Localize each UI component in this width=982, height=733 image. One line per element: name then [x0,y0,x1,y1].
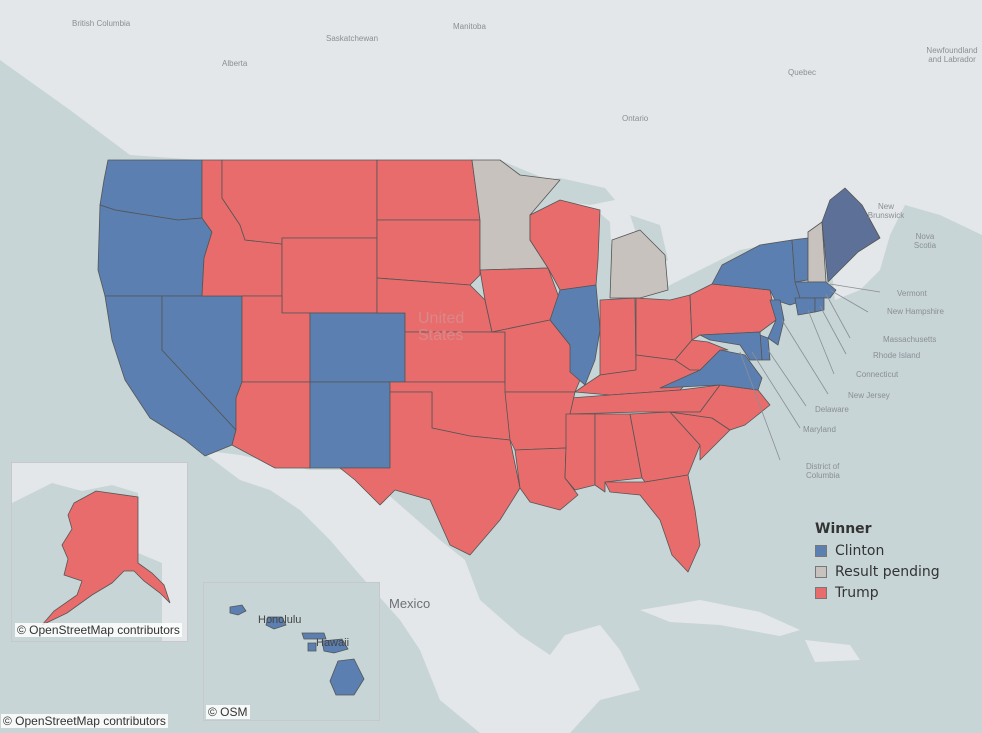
legend-title: Winner [815,521,872,537]
legend-swatch-trump [815,586,827,599]
lake-erie [660,278,712,305]
legend-label-pending: Result pending [835,563,940,580]
state-north-dakota [376,159,481,221]
island-oahu [265,616,287,630]
state-oregon [97,204,213,297]
island-molokai [301,632,327,640]
legend-item-pending[interactable]: Result pending [815,561,940,582]
callout-connecticut: Connecticut [856,370,899,379]
state-maine [821,187,881,283]
legend-item-clinton[interactable]: Clinton [815,540,940,561]
state-massachusetts [794,281,837,299]
label-mexico: Mexico [389,596,431,611]
state-south-dakota [376,219,481,286]
label-nova-scotia: Nova Scotia [913,232,937,250]
hawaii-attribution[interactable]: © OSM [206,705,250,719]
label-new-brunswick: New Brunswick [867,202,905,220]
callout-maryland: Maryland [803,425,836,434]
label-saskatchewan: Saskatchewan [326,34,379,43]
callout-delaware: Delaware [815,405,849,414]
label-newfoundland: Newfoundland and Labrador [926,46,978,64]
island-maui [321,638,349,654]
state-maryland [699,331,763,361]
state-rhode-island [814,297,825,313]
state-indiana [599,297,637,376]
hispaniola-landmass [805,640,860,662]
alaska-inset-map [12,463,187,641]
legend-label-trump: Trump [835,584,879,601]
alaska-attribution[interactable]: © OpenStreetMap contributors [15,623,182,637]
legend[interactable]: Winner Clinton Result pending Trump [815,521,940,603]
state-texas [339,391,521,556]
callout-dc: District of Columbia [806,462,840,480]
main-attribution[interactable]: © OpenStreetMap contributors [1,714,168,728]
hawaii-inset[interactable]: Honolulu Hawaii © OSM [203,582,380,721]
state-vermont [791,237,809,283]
callout-new-jersey: New Jersey [848,391,890,400]
label-ontario: Ontario [622,114,649,123]
label-alberta: Alberta [222,59,248,68]
state-new-jersey [767,299,785,346]
label-united-states: United States [418,310,465,344]
label-hawaii: Hawaii [316,637,350,649]
state-connecticut [794,297,816,316]
state-arizona [231,381,311,469]
state-alaska [41,490,171,626]
state-montana [221,159,378,245]
state-mississippi [564,413,596,491]
island-lanai [307,642,317,652]
island-hawaii [329,658,365,696]
state-michigan [609,229,669,299]
callout-massachusetts: Massachusetts [883,335,937,344]
state-new-mexico [309,381,391,469]
canada-landmass [0,0,982,300]
state-arkansas [504,391,576,451]
legend-swatch-pending [815,565,827,578]
legend-item-trump[interactable]: Trump [815,582,940,603]
state-colorado [309,312,406,383]
label-honolulu: Honolulu [258,614,302,626]
label-quebec: Quebec [788,68,817,77]
callout-new-hampshire: New Hampshire [887,307,944,316]
state-pennsylvania [689,283,777,341]
label-british-columbia: British Columbia [72,19,131,28]
legend-label-clinton: Clinton [835,542,885,559]
state-florida [604,474,701,573]
state-west-virginia [674,339,729,371]
label-manitoba: Manitoba [453,22,486,31]
cuba-landmass [640,600,800,636]
hawaii-inset-map [229,604,365,696]
alaska-inset[interactable]: © OpenStreetMap contributors [11,462,188,642]
legend-swatch-clinton [815,544,827,557]
island-kauai [229,604,247,616]
mexico-landmass [200,450,640,733]
callout-lines [739,283,881,461]
state-wyoming [281,237,378,314]
callout-rhode-island: Rhode Island [873,351,921,360]
callout-vermont: Vermont [897,289,927,298]
